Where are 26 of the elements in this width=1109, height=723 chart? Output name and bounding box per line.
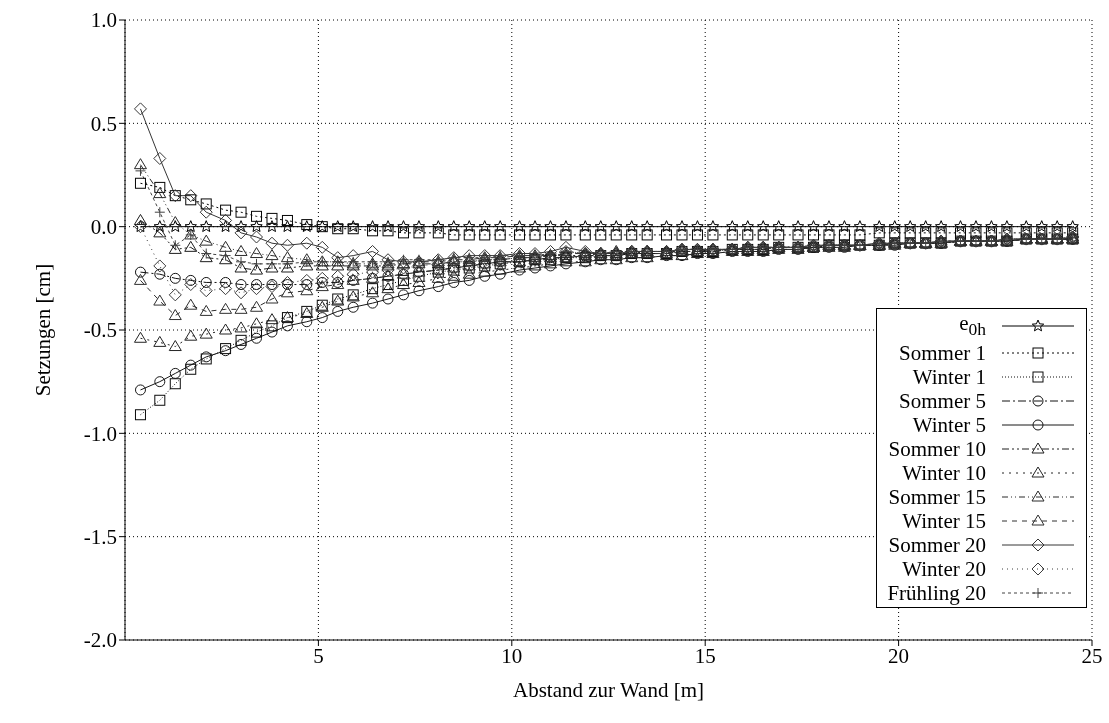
y-axis-title: Setzungen [cm] — [31, 263, 56, 397]
y-tick-label: 0.5 — [90, 111, 117, 136]
legend-label: e$_{0h}$ — [959, 310, 986, 341]
y-tick-label: -0.5 — [83, 318, 117, 343]
legend-label: Sommer 15 — [888, 485, 986, 509]
x-tick-label: 20 — [888, 643, 910, 668]
y-tick-label: -1.5 — [83, 525, 117, 550]
legend-label: Winter 1 — [912, 365, 986, 389]
y-tick-label: 1.0 — [90, 8, 117, 33]
legend-label: Sommer 10 — [888, 437, 986, 461]
legend-label: Sommer 5 — [899, 389, 986, 413]
legend-label: Winter 10 — [902, 461, 986, 485]
legend-label: Frühling 20 — [887, 581, 986, 605]
legend-label: Winter 15 — [902, 509, 986, 533]
y-tick-label: -2.0 — [83, 628, 117, 653]
y-tick-label: 0.0 — [90, 215, 117, 240]
y-tick-label: -1.0 — [83, 421, 117, 446]
legend-label: Winter 5 — [912, 413, 986, 437]
x-tick-label: 5 — [313, 643, 324, 668]
x-tick-label: 10 — [501, 643, 523, 668]
x-tick-label: 25 — [1081, 643, 1103, 668]
legend-label: Sommer 20 — [888, 533, 986, 557]
x-tick-label: 15 — [694, 643, 716, 668]
legend-label: Winter 20 — [902, 557, 986, 581]
legend-label: Sommer 1 — [899, 341, 986, 365]
x-axis-title: Abstand zur Wand [m] — [513, 677, 704, 702]
